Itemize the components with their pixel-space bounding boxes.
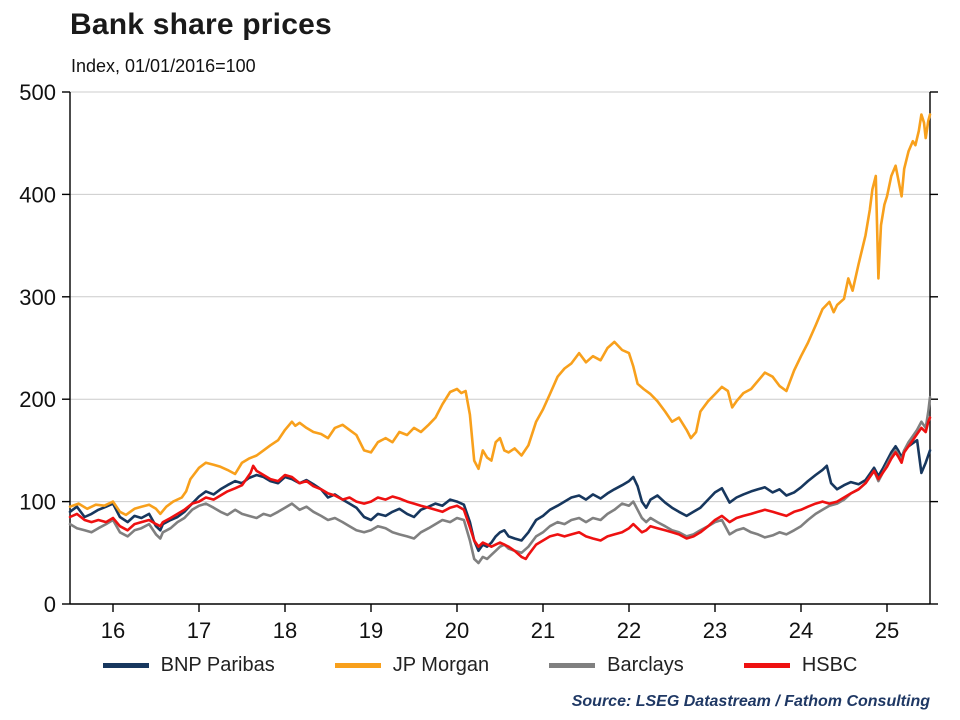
legend-item-barclays: Barclays [549,654,684,677]
y-tick-label: 400 [19,182,56,207]
legend-item-jp-morgan: JP Morgan [334,654,490,677]
legend-swatch-jp-morgan [334,663,381,668]
source-note: Source: LSEG Datastream / Fathom Consult… [571,693,930,710]
series-line-bnp-paribas [68,438,932,553]
legend-swatch-hsbc [743,663,790,668]
legend-label-barclays: Barclays [607,654,684,676]
chart-title: Bank share prices [70,8,332,41]
legend-label-hsbc: HSBC [801,654,858,676]
legend-label-bnp-paribas: BNP Paribas [160,654,275,676]
series-line-hsbc [68,416,932,561]
x-tick-label: 21 [531,618,555,643]
legend-item-hsbc: HSBC [743,654,858,677]
y-tick-label: 0 [44,592,56,617]
legend-item-bnp-paribas: BNP Paribas [102,654,275,677]
chart-subtitle: Index, 01/01/2016=100 [71,56,256,76]
legend-label-jp-morgan: JP Morgan [392,654,490,676]
x-tick-label: 20 [445,618,469,643]
series-line-jp-morgan [68,113,932,517]
chart-legend: BNP Paribas JP Morgan Barclays HSBC [0,654,960,677]
legend-swatch-barclays [549,663,596,668]
x-tick-label: 23 [703,618,727,643]
x-tick-label: 24 [789,618,813,643]
legend-swatch-bnp-paribas [102,663,149,668]
x-tick-label: 22 [617,618,641,643]
y-tick-label: 500 [19,80,56,105]
x-tick-label: 25 [875,618,899,643]
x-tick-label: 18 [273,618,297,643]
x-tick-label: 16 [101,618,125,643]
x-tick-label: 19 [359,618,383,643]
x-tick-label: 17 [187,618,211,643]
y-tick-label: 300 [19,285,56,310]
y-tick-label: 200 [19,387,56,412]
series-line-barclays [68,395,932,565]
y-tick-label: 100 [19,490,56,515]
